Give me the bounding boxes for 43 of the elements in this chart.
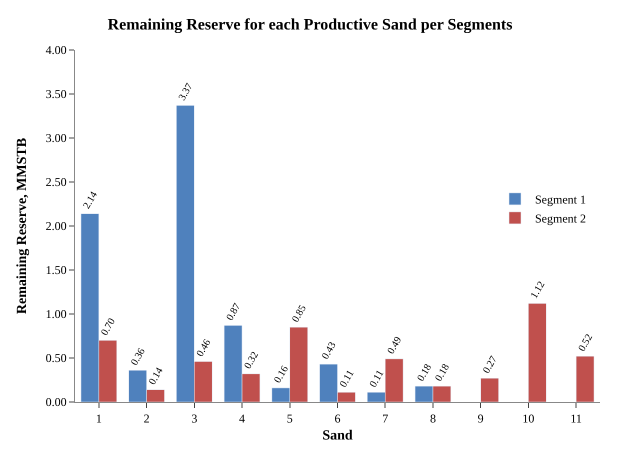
y-tick-label: 3.50 — [46, 87, 67, 102]
y-axis-title: Remaining Reserve, MMSTB — [15, 138, 30, 314]
data-label: 0.52 — [576, 332, 596, 354]
bar — [480, 378, 499, 402]
x-tick-label: 4 — [239, 411, 246, 426]
y-tick-label: 0.50 — [46, 351, 67, 366]
bar — [528, 303, 547, 402]
legend-label: Segment 1 — [535, 192, 586, 207]
x-tick-label: 11 — [570, 411, 582, 426]
y-tick-label: 2.50 — [46, 175, 67, 190]
legend-label: Segment 2 — [535, 212, 586, 226]
data-label: 0.49 — [386, 335, 404, 356]
bar — [576, 356, 594, 402]
data-label: 0.46 — [194, 338, 214, 359]
x-tick-label: 3 — [191, 411, 198, 426]
data-label: 0.18 — [433, 362, 452, 384]
data-label: 0.85 — [290, 303, 309, 324]
y-tick-label: 0.00 — [46, 395, 67, 410]
x-tick-label: 7 — [382, 411, 388, 426]
data-label: 0.11 — [368, 368, 386, 390]
y-tick-label: 1.00 — [46, 307, 67, 322]
data-label: 0.43 — [320, 340, 339, 362]
x-tick-label: 9 — [478, 411, 484, 426]
x-tick-label: 6 — [334, 411, 340, 426]
y-tick-label: 4.00 — [46, 43, 67, 58]
data-label: 0.18 — [416, 362, 434, 384]
data-label: 0.14 — [147, 366, 166, 387]
data-label: 0.16 — [272, 364, 291, 386]
x-tick-label: 5 — [286, 411, 293, 426]
y-tick-label: 3.00 — [46, 131, 67, 146]
data-label: 1.12 — [528, 280, 548, 301]
chart-title: Remaining Reserve for each Productive Sand per Segments — [108, 16, 512, 34]
data-label: 0.11 — [338, 368, 357, 390]
x-tick-label: 8 — [430, 411, 436, 426]
x-tick-label: 1 — [96, 411, 102, 426]
data-label: 0.70 — [99, 316, 118, 338]
y-tick-label: 2.00 — [46, 219, 67, 234]
x-tick-label: 2 — [144, 411, 150, 426]
y-tick-label: 1.50 — [46, 263, 67, 278]
x-axis-title: Sand — [322, 428, 353, 444]
data-label: 0.32 — [242, 350, 262, 372]
data-label: 0.36 — [129, 346, 148, 368]
x-tick-label: 10 — [522, 411, 534, 426]
